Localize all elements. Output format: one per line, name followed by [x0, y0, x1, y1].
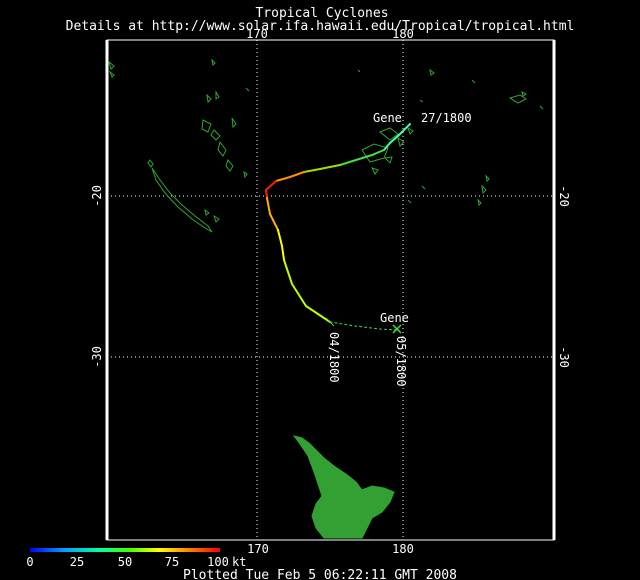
track-end-x-icon: [392, 324, 402, 334]
scale-tick-25: 25: [70, 555, 84, 569]
track-segment-extratropical: [329, 321, 399, 331]
track-segment-decay: [283, 259, 331, 323]
storm-time-mid: 04/1800: [327, 332, 341, 383]
scale-tick-100: 100: [207, 555, 229, 569]
new-zealand-north-island: [292, 435, 395, 539]
lat-label-left-20: -20: [90, 185, 104, 207]
scale-unit: kt: [232, 555, 246, 569]
track-segment-peak: [264, 180, 277, 199]
track-segment-south: [277, 229, 285, 261]
plotted-timestamp: Plotted Tue Feb 5 06:22:11 GMT 2008: [183, 568, 457, 580]
scale-tick-75: 75: [165, 555, 179, 569]
storm-name-start: Gene: [373, 111, 402, 125]
new-caledonia-coast: [151, 167, 213, 233]
intensity-color-bar: [30, 548, 220, 552]
lon-label-top-170: 170: [246, 27, 268, 41]
storm-time-end: 05/1800: [394, 336, 408, 387]
track-segment-early: [339, 149, 385, 166]
storm-time-start: 27/1800: [421, 111, 472, 125]
lon-label-bottom-180: 180: [392, 542, 414, 556]
details-url: Details at http://www.solar.ifa.hawaii.e…: [66, 19, 575, 34]
track-segment-genesis: [383, 123, 411, 151]
coastlines: [108, 58, 544, 233]
track-segment-weakening: [266, 197, 279, 231]
scale-tick-50: 50: [118, 555, 132, 569]
map-title: Tropical Cyclones: [255, 6, 388, 21]
storm-track: [264, 123, 411, 331]
lat-label-left-30: -30: [90, 346, 104, 368]
track-segment-strong: [275, 171, 305, 182]
scale-tick-0: 0: [26, 555, 33, 569]
vanuatu-coast: [201, 90, 237, 172]
map-frame: [105, 39, 556, 541]
lon-label-top-180: 180: [392, 27, 414, 41]
storm-name-end: Gene: [380, 311, 409, 325]
lat-label-right-20: -20: [557, 185, 571, 207]
grid-lines: [107, 40, 554, 540]
lat-label-right-30: -30: [557, 346, 571, 368]
fiji-coast: [361, 126, 414, 175]
track-segment-building: [303, 164, 341, 173]
track-marker-mid: [325, 317, 335, 327]
lon-label-bottom-170: 170: [247, 542, 269, 556]
